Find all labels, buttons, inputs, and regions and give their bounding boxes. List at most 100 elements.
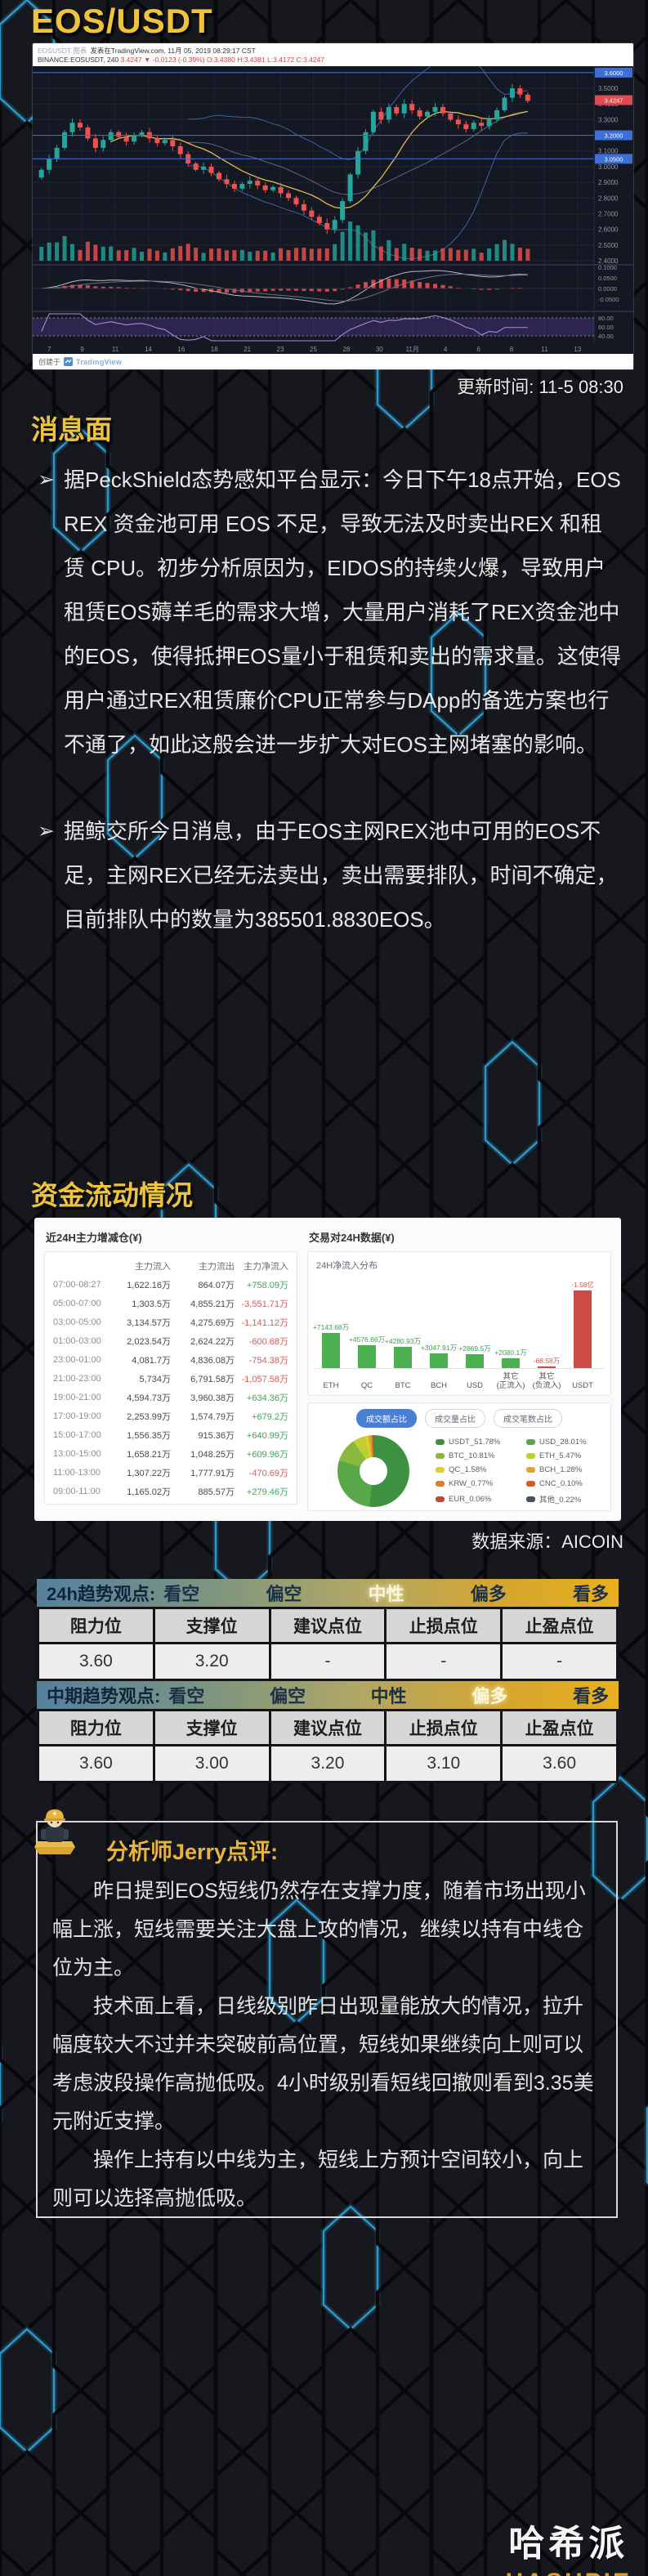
svg-text:14: 14 [145, 346, 152, 353]
bar [574, 1290, 592, 1368]
bar-category-label: BTC [395, 1381, 411, 1391]
row-net: -600.68万 [248, 1336, 288, 1347]
row-net: +609.96万 [246, 1449, 288, 1460]
analyst-paragraph: 技术面上看，日线级别昨日出现量能放大的情况，拉升幅度较大不过并未突破前高位置，短… [52, 1995, 594, 2133]
bullet-arrow-icon: ➢ [38, 820, 55, 843]
bar [358, 1345, 376, 1368]
row-time: 17:00-19:00 [53, 1411, 101, 1421]
row-net: +679.2万 [252, 1411, 288, 1422]
news-text: 据鲸交所今日消息，由于EOS主网REX池中可用的EOS不足，主网REX已经无法卖… [64, 819, 618, 932]
svg-text:8: 8 [510, 346, 514, 353]
row-net: -754.38万 [248, 1355, 288, 1366]
row-net: +758.09万 [246, 1280, 288, 1290]
trend-option-bullish: 看多 [572, 1686, 609, 1706]
bar-column: +2080.1万 [494, 1348, 527, 1368]
row-inflow: 1,622.16万 [127, 1280, 171, 1290]
row-net: +279.46万 [246, 1487, 288, 1497]
svg-text:2.7000: 2.7000 [598, 211, 619, 218]
value-resistance: 3.60 [37, 1744, 155, 1783]
svg-text:16: 16 [177, 346, 185, 353]
svg-text:3.0500: 3.0500 [605, 155, 623, 163]
legend-swatch [436, 1467, 445, 1473]
header-support: 支撑位 [152, 1607, 271, 1644]
svg-text:2.9000: 2.9000 [598, 179, 619, 186]
trend-option-bullish: 看多 [572, 1584, 609, 1604]
row-inflow: 1,556.35万 [127, 1430, 171, 1441]
donut-legend: USDT_51.78% USD_28.01% BTC_10.81% ETH_5.47%… [436, 1438, 597, 1505]
value-entry: 3.20 [268, 1744, 387, 1783]
row-outflow: 4,855.21万 [190, 1299, 235, 1309]
legend-item: USDT_51.78% [436, 1438, 507, 1447]
bar [502, 1357, 520, 1368]
tab-turnover-share[interactable]: 成交额占比 [356, 1409, 417, 1428]
bar [538, 1366, 556, 1368]
svg-text:3.2000: 3.2000 [605, 132, 623, 140]
row-net: -1,057.58万 [241, 1374, 288, 1384]
row-net: +634.36万 [246, 1393, 288, 1403]
tab-trade-count-share[interactable]: 成交笔数占比 [494, 1409, 562, 1428]
trend-24h-table: 阻力位 支撑位 建议点位 止损点位 止盈点位 3.60 3.20 - - - [37, 1607, 619, 1681]
table-row: 15:00-17:00 1,556.35万 915.36万 +640.99万 [53, 1425, 288, 1444]
legend-swatch [436, 1439, 445, 1445]
column-header-inflow: 主力流入 [135, 1261, 171, 1272]
bar-chart-baseline [315, 1368, 604, 1369]
row-time: 13:00-15:00 [53, 1448, 101, 1459]
table-row: 11:00-13:00 1,307.22万 1,777.91万 -470.69万 [53, 1463, 288, 1482]
legend-swatch [526, 1481, 535, 1487]
svg-text:23: 23 [277, 346, 284, 353]
trend-option-lean-bullish: 偏多 [471, 1686, 508, 1706]
legend-item: ETH_5.47% [526, 1451, 597, 1460]
row-outflow: 885.57万 [198, 1487, 235, 1497]
bar-category-label: USD [466, 1381, 484, 1391]
svg-text:3.6000: 3.6000 [605, 69, 623, 77]
svg-text:2.5000: 2.5000 [598, 242, 619, 249]
svg-text:0.1000: 0.1000 [598, 264, 617, 271]
data-source: 数据来源：AICOIN [471, 1532, 623, 1552]
tradingview-link[interactable]: TradingView [76, 357, 123, 366]
row-inflow: 1,307.22万 [127, 1468, 171, 1478]
table-row: 09:00-11:00 1,165.02万 885.57万 +279.46万 [53, 1482, 288, 1500]
svg-text:3.5000: 3.5000 [598, 85, 619, 92]
trend-24h-options: 看空 偏空 中性 偏多 看多 [163, 1580, 609, 1606]
analyst-comment-box: 分析师Jerry点评: 昨日提到EOS短线仍然存在支撑力度，随着市场出现小幅上涨… [34, 1809, 618, 2218]
row-inflow: 4,081.7万 [132, 1355, 171, 1366]
news-item: ➢ 据鲸交所今日消息，由于EOS主网REX池中可用的EOS不足，主网REX已经无… [38, 809, 623, 941]
donut-hole [360, 1457, 387, 1485]
svg-text:60.00: 60.00 [598, 324, 614, 331]
tradingview-logo-icon [64, 357, 74, 367]
svg-text:3.0000: 3.0000 [598, 163, 619, 171]
analyst-title: 分析师Jerry点评: [106, 1840, 279, 1864]
analyst-paragraph: 昨日提到EOS短线仍然存在支撑力度，随着市场出现小幅上涨，短线需要关注大盘上攻的… [52, 1880, 586, 1979]
row-time: 19:00-21:00 [53, 1392, 101, 1402]
svg-text:3.1000: 3.1000 [598, 148, 619, 155]
row-outflow: 1,777.91万 [190, 1468, 235, 1478]
legend-swatch [436, 1481, 445, 1487]
tab-volume-share[interactable]: 成交量占比 [425, 1409, 485, 1428]
bar-category-label: 其它 (正流入) [496, 1372, 525, 1391]
legend-swatch [436, 1496, 445, 1502]
bar-chart-title: 24H净流入分布 [316, 1261, 378, 1271]
svg-text:21: 21 [244, 346, 251, 353]
svg-text:-0.0500: -0.0500 [598, 296, 619, 303]
legend-item: QC_1.58% [436, 1465, 507, 1474]
row-outflow: 3,960.38万 [190, 1393, 235, 1403]
column-header-outflow: 主力流出 [199, 1261, 235, 1272]
trend-option-neutral: 中性 [368, 1584, 404, 1604]
row-time: 07:00-08:27 [53, 1279, 101, 1290]
header-stop-loss: 止损点位 [384, 1709, 503, 1746]
legend-item: USD_28.01% [526, 1438, 597, 1447]
share-donut-card: 成交额占比 成交量占比 成交笔数占比 USDT_51.78% USD_28.01%… [307, 1402, 611, 1511]
tv-created-label: 创建于 [38, 358, 61, 367]
svg-text:2.6000: 2.6000 [598, 226, 619, 234]
svg-text:6: 6 [476, 346, 480, 353]
row-time: 09:00-11:00 [53, 1486, 101, 1496]
trend-24h-block: 24h趋势观点: 看空 偏空 中性 偏多 看多 阻力位 支撑位 建议点位 止损点… [37, 1579, 619, 1681]
bar-category-label: ETH [323, 1381, 339, 1391]
row-inflow: 5,734万 [139, 1374, 171, 1384]
bar-column: +4280.93万 [385, 1336, 421, 1368]
bar-category-label: QC [360, 1381, 373, 1391]
row-net: -3,551.71万 [241, 1299, 288, 1309]
header-entry: 建议点位 [268, 1607, 387, 1644]
legend-swatch [526, 1496, 535, 1502]
